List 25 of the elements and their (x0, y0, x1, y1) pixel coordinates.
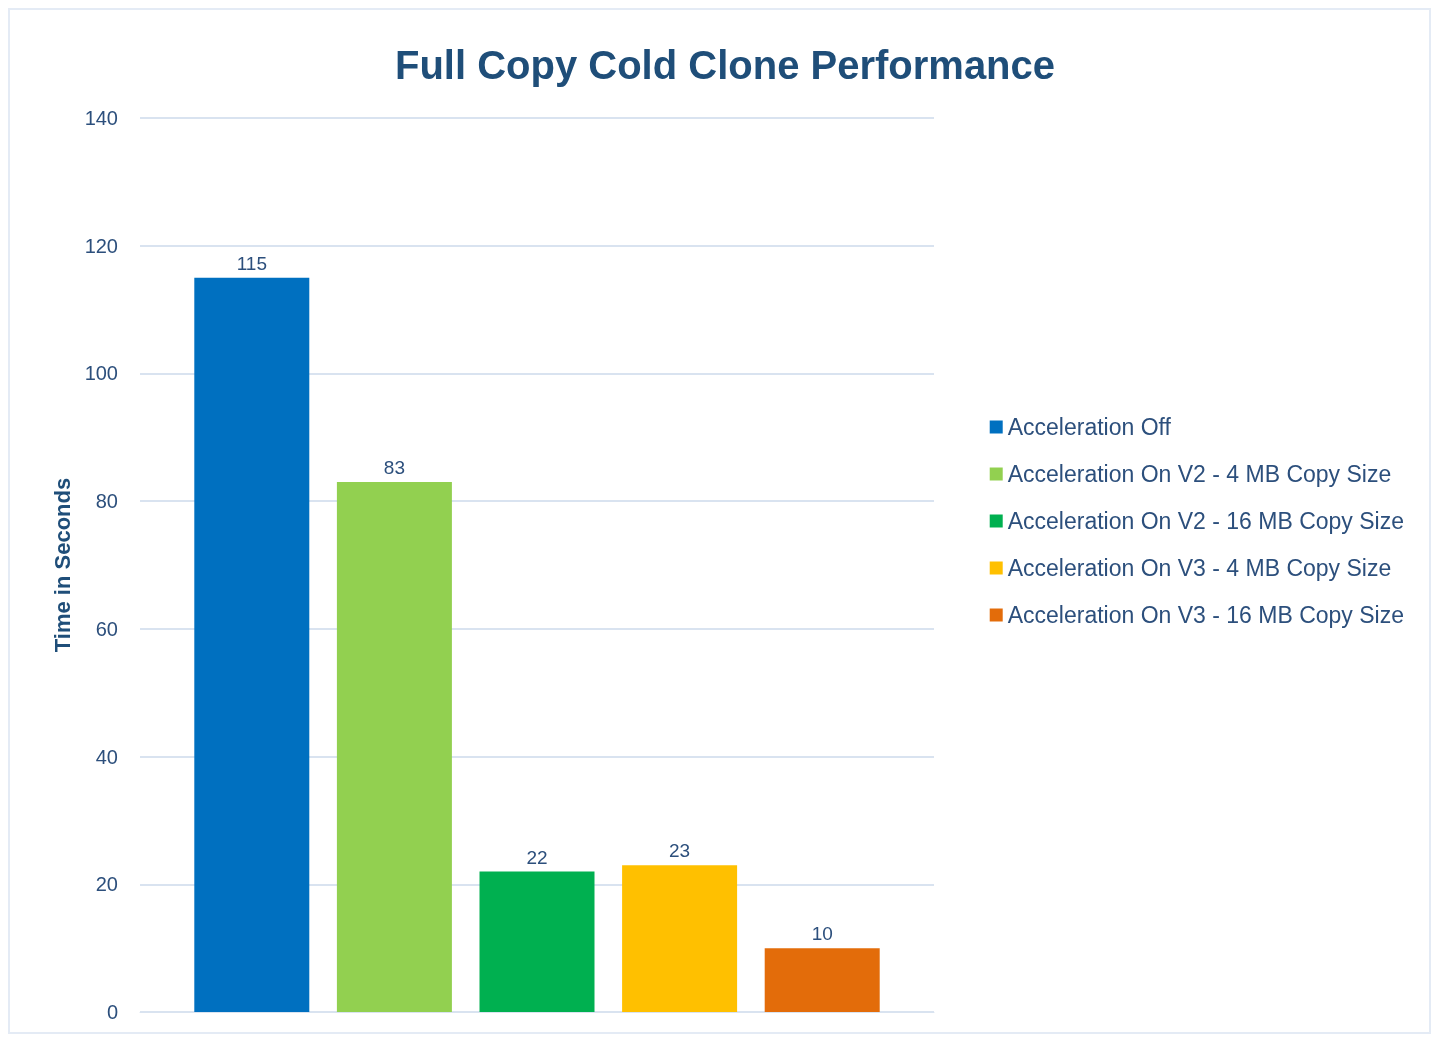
y-axis-title: Time in Seconds (50, 477, 76, 653)
legend-label: Acceleration On V2 - 4 MB Copy Size (1007, 461, 1392, 487)
data-label: 83 (383, 456, 405, 478)
chart-title: Full Copy Cold Clone Performance (394, 43, 1056, 87)
y-tick-label: 100 (84, 362, 118, 385)
legend-label: Acceleration On V2 - 16 MB Copy Size (1007, 508, 1405, 534)
bar (764, 948, 880, 1012)
legend-label: Acceleration On V3 - 16 MB Copy Size (1007, 602, 1405, 628)
y-tick-label: 60 (95, 617, 118, 640)
data-label: 23 (669, 840, 691, 862)
bar (194, 277, 310, 1012)
y-tick-label: 0 (106, 1001, 118, 1023)
y-tick-label: 80 (95, 490, 118, 513)
legend-label: Acceleration Off (1007, 414, 1172, 440)
legend-label: Acceleration On V3 - 4 MB Copy Size (1007, 555, 1392, 581)
y-tick-label: 140 (84, 107, 118, 129)
y-tick-label: 120 (84, 234, 118, 257)
data-label: 115 (236, 252, 267, 274)
data-label: 10 (811, 923, 833, 945)
bar (336, 481, 452, 1012)
bar (479, 871, 595, 1012)
data-label: 22 (526, 846, 548, 868)
bar (622, 865, 738, 1012)
y-tick-label: 20 (95, 873, 118, 896)
y-tick-label: 40 (95, 745, 118, 768)
